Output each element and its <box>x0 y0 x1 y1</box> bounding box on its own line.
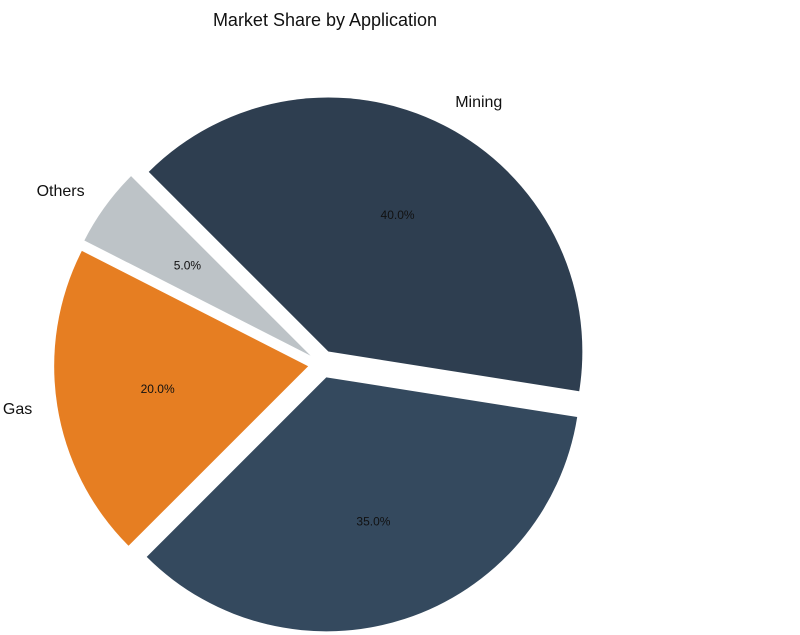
pie-slice-mining <box>148 97 583 392</box>
slice-label-mining: Mining <box>455 94 502 111</box>
pie-slice-others <box>84 176 311 356</box>
pie-slices <box>54 97 583 632</box>
pct-label-oil-and-gas: 20.0% <box>141 382 175 396</box>
slice-label-oil-and-gas: Oil & Gas <box>0 401 32 418</box>
chart-title: Market Share by Application <box>213 10 437 30</box>
pie-slice-construction-and-quarrying <box>146 377 578 632</box>
pct-label-construction-and-quarrying: 35.0% <box>356 514 390 528</box>
pct-label-others: 5.0% <box>174 258 202 272</box>
pie-slice-oil-and-gas <box>54 250 309 546</box>
pct-label-mining: 40.0% <box>381 208 415 222</box>
slice-label-others: Others <box>37 183 85 200</box>
